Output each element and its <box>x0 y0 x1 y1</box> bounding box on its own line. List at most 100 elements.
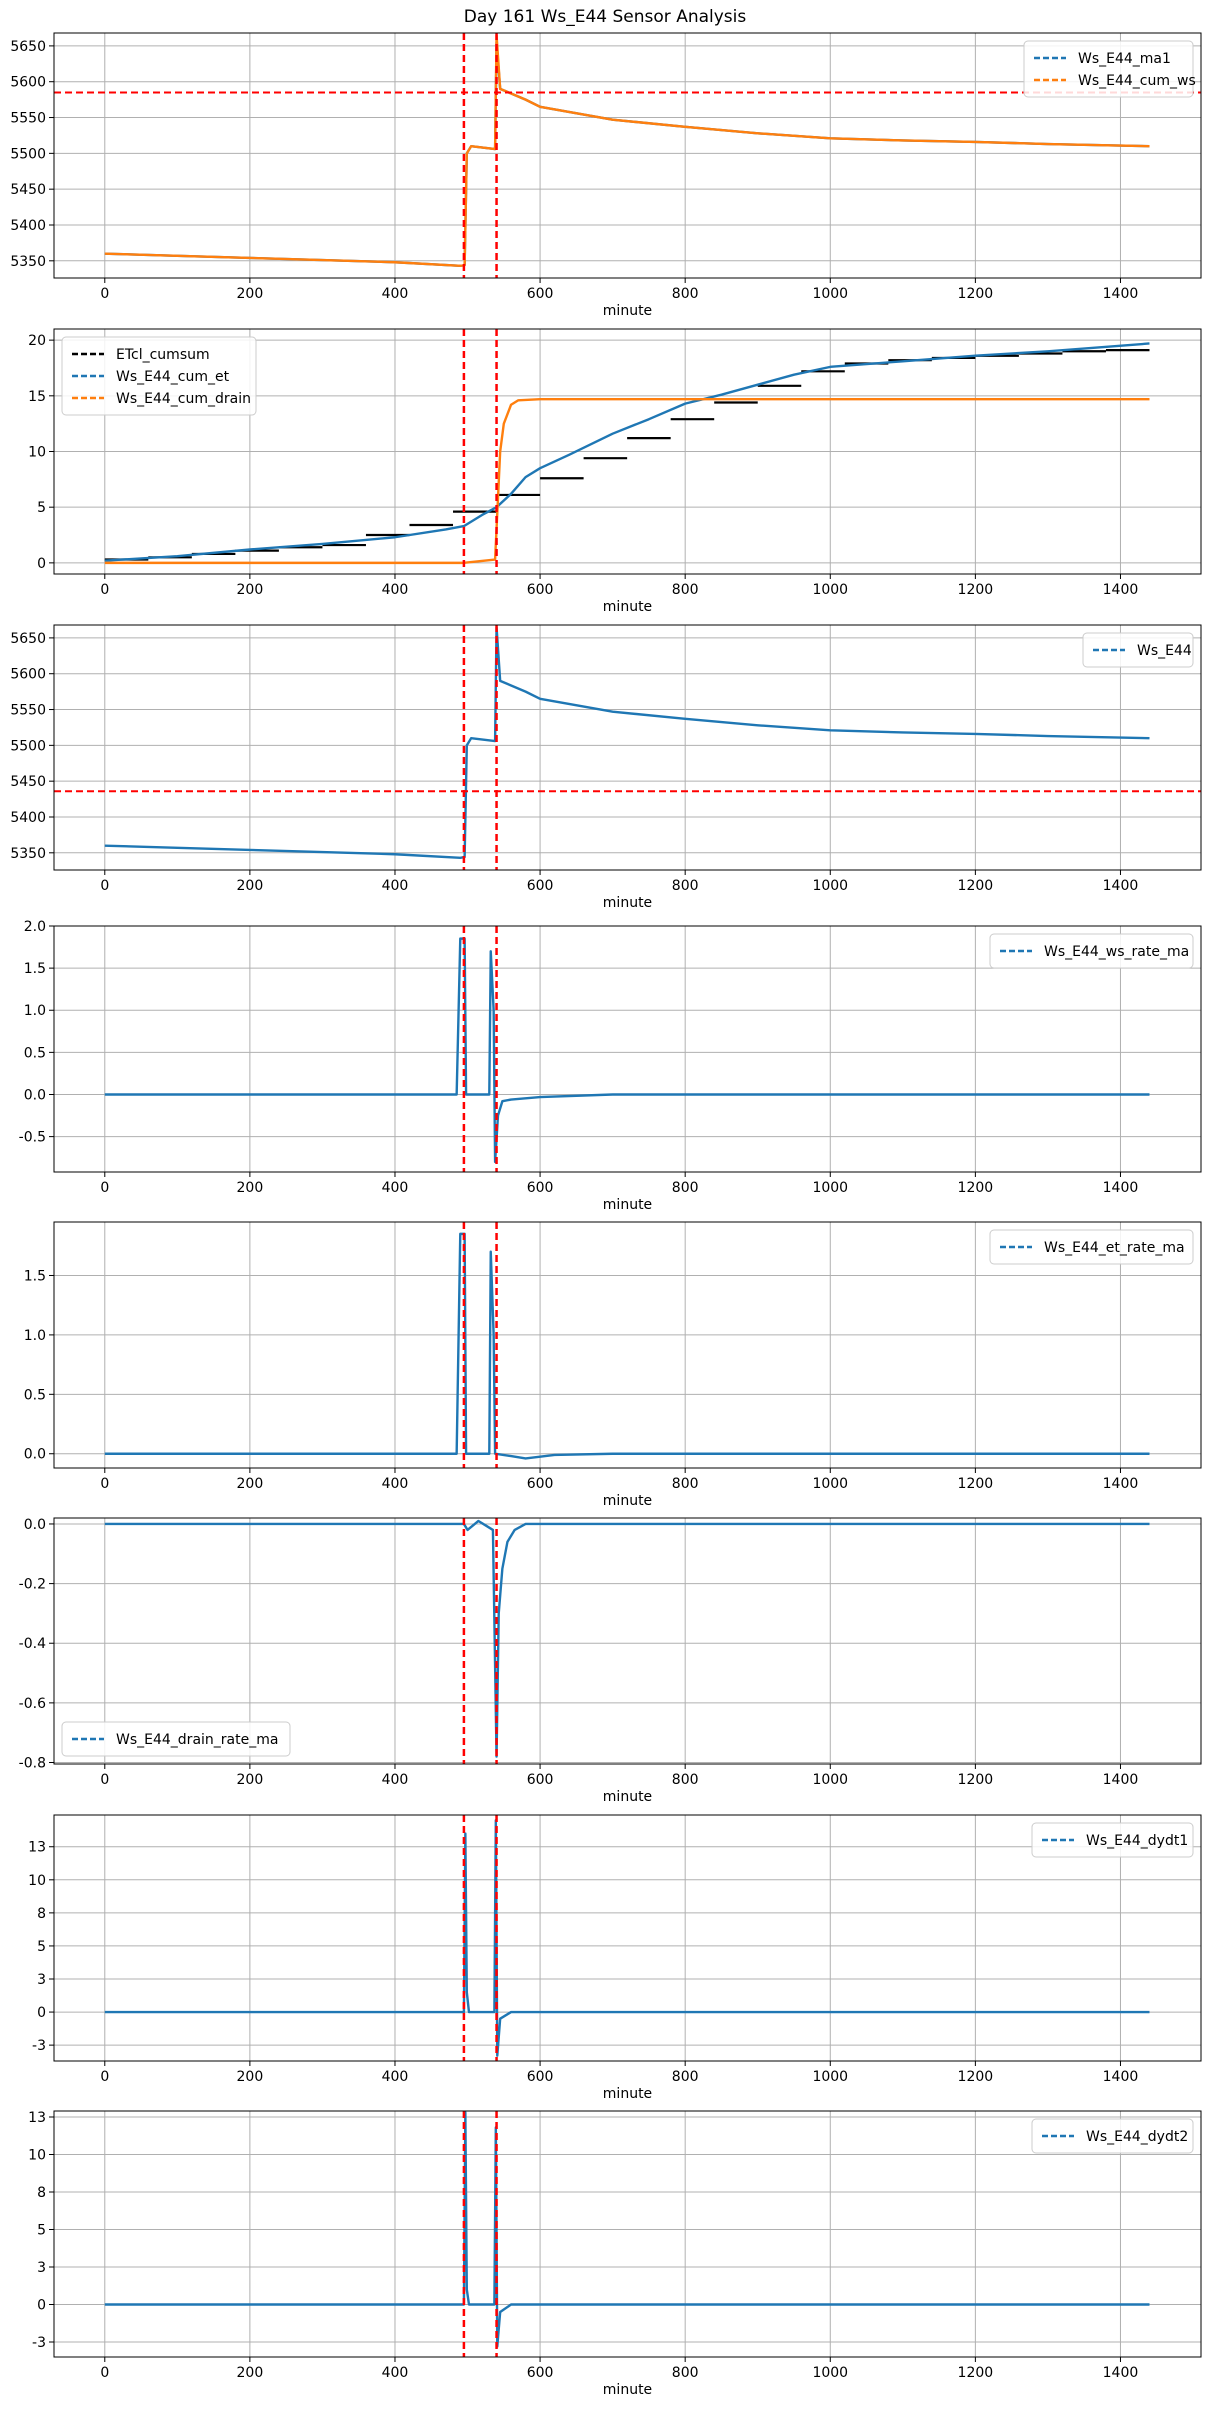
x-tick-label: 800 <box>672 286 699 302</box>
legend: Ws_E44_ma1 Ws_E44_cum_ws <box>1023 40 1196 98</box>
y-tick-label: 5400 <box>10 218 46 234</box>
x-tick-label: 400 <box>382 1476 409 1492</box>
axes-frame <box>53 2110 1202 2358</box>
x-axis-label: minute <box>603 303 652 319</box>
series-line-Ws_E44_cum_ws <box>104 33 1150 268</box>
x-tick-label: 0 <box>100 582 109 598</box>
y-tick-label: 0.5 <box>24 1045 46 1061</box>
x-tick-label: 200 <box>237 2365 264 2381</box>
x-axis-label: minute <box>603 2382 652 2398</box>
x-tick-label: 400 <box>382 2365 409 2381</box>
legend-label: Ws_E44_et_rate_ma <box>1044 1240 1185 1256</box>
x-tick-label: 200 <box>237 2069 264 2085</box>
y-tick-label: 5650 <box>10 39 46 55</box>
x-axis-label: minute <box>603 599 652 615</box>
y-tick-label: 5500 <box>10 146 46 162</box>
x-tick-label: 400 <box>382 878 409 894</box>
x-tick-label: 1000 <box>812 1180 848 1196</box>
x-tick-label: 600 <box>527 1180 554 1196</box>
legend-box <box>61 1721 291 1757</box>
y-tick-label: 5 <box>37 1939 46 1955</box>
y-tick-label: 0 <box>37 556 46 572</box>
y-tick-label: -0.5 <box>19 1130 46 1146</box>
x-tick-label: 1200 <box>958 1772 994 1788</box>
x-tick-label: 800 <box>672 582 699 598</box>
subplot-3: 0 200 400 600 800 1000 1200 1400 5350 5400 5450 550… <box>10 624 1202 911</box>
y-tick-label: 5400 <box>10 810 46 826</box>
legend-label: Ws_E44_drain_rate_ma <box>116 1732 278 1748</box>
y-tick-label: 10 <box>28 1873 46 1889</box>
x-tick-label: 1000 <box>812 286 848 302</box>
y-tick-label: 1.0 <box>24 1003 46 1019</box>
x-tick-label: 1000 <box>812 2069 848 2085</box>
y-tick-label: 5650 <box>10 631 46 647</box>
x-tick-label: 1400 <box>1103 582 1139 598</box>
axes-frame <box>53 1814 1202 2062</box>
x-tick-label: 400 <box>382 286 409 302</box>
x-tick-label: 600 <box>527 1772 554 1788</box>
y-tick-label: 5350 <box>10 846 46 862</box>
y-tick-label: 5350 <box>10 254 46 270</box>
y-tick-label: 20 <box>28 333 46 349</box>
y-tick-label: 0.0 <box>24 1087 46 1103</box>
subplot-7: 0 200 400 600 800 1000 1200 1400 -3 0 3 5 8 10 13 minut… <box>28 1814 1202 2102</box>
x-tick-label: 1400 <box>1103 2069 1139 2085</box>
legend-box <box>989 1229 1194 1265</box>
y-tick-label: -0.2 <box>19 1577 46 1593</box>
x-tick-label: 400 <box>382 582 409 598</box>
y-tick-label: -3 <box>32 2038 46 2054</box>
legend: Ws_E44_drain_rate_ma <box>61 1721 291 1757</box>
x-axis-label: minute <box>603 1493 652 1509</box>
x-tick-label: 800 <box>672 2365 699 2381</box>
x-tick-label: 600 <box>527 582 554 598</box>
x-tick-label: 200 <box>237 1476 264 1492</box>
x-tick-label: 400 <box>382 2069 409 2085</box>
y-tick-label: 15 <box>28 389 46 405</box>
x-tick-label: 0 <box>100 1476 109 1492</box>
plot-area <box>104 1518 1150 1764</box>
plot-area <box>104 926 1150 1172</box>
subplot-4: 0 200 400 600 800 1000 1200 1400 -0.5 0.0 0.5 1.0 1.… <box>19 919 1202 1213</box>
x-tick-label: 800 <box>672 1476 699 1492</box>
y-tick-label: 13 <box>28 1840 46 1856</box>
y-tick-label: 5500 <box>10 738 46 754</box>
y-tick-label: 1.5 <box>24 961 46 977</box>
figure-title: Day 161 Ws_E44 Sensor Analysis <box>464 7 747 27</box>
legend-box <box>61 336 257 416</box>
y-tick-label: 5 <box>37 500 46 516</box>
x-axis-label: minute <box>603 1197 652 1213</box>
series-line-Ws_E44_cum_drain <box>104 397 1150 565</box>
x-tick-label: 1400 <box>1103 1180 1139 1196</box>
series-line-Ws_E44_ws_rate_ma <box>104 937 1150 1164</box>
axes-frame <box>53 925 1202 1173</box>
legend: Ws_E44_et_rate_ma <box>989 1229 1194 1265</box>
x-tick-label: 1200 <box>958 878 994 894</box>
subplot-8: 0 200 400 600 800 1000 1200 1400 -3 0 3 5 8 10 13 minut… <box>28 2110 1202 2398</box>
x-tick-label: 1200 <box>958 2365 994 2381</box>
y-tick-label: 3 <box>37 1972 46 1988</box>
plot-area <box>104 1815 1150 2061</box>
subplot-6: 0 200 400 600 800 1000 1200 1400 -0.8 -0.6 -0.4 -0.… <box>19 1517 1202 1805</box>
x-tick-label: 200 <box>237 1180 264 1196</box>
x-tick-label: 0 <box>100 2069 109 2085</box>
x-tick-label: 600 <box>527 878 554 894</box>
y-tick-label: 5550 <box>10 703 46 719</box>
y-tick-label: 3 <box>37 2260 46 2276</box>
legend-label: ETcl_cumsum <box>116 347 210 363</box>
legend-label: Ws_E44_ws_rate_ma <box>1044 944 1189 960</box>
y-tick-label: 10 <box>28 2148 46 2164</box>
series-line-Ws_E44_drain_rate_ma <box>104 1519 1150 1758</box>
x-tick-label: 800 <box>672 878 699 894</box>
x-axis-label: minute <box>603 895 652 911</box>
x-tick-label: 600 <box>527 286 554 302</box>
x-tick-label: 1400 <box>1103 286 1139 302</box>
x-tick-label: 1200 <box>958 286 994 302</box>
x-tick-label: 1000 <box>812 582 848 598</box>
x-tick-label: 800 <box>672 1180 699 1196</box>
x-tick-label: 0 <box>100 1180 109 1196</box>
y-tick-label: 8 <box>37 2185 46 2201</box>
x-tick-label: 0 <box>100 286 109 302</box>
y-tick-label: 5450 <box>10 774 46 790</box>
axes-frame <box>53 328 1202 575</box>
y-tick-label: 5550 <box>10 111 46 127</box>
